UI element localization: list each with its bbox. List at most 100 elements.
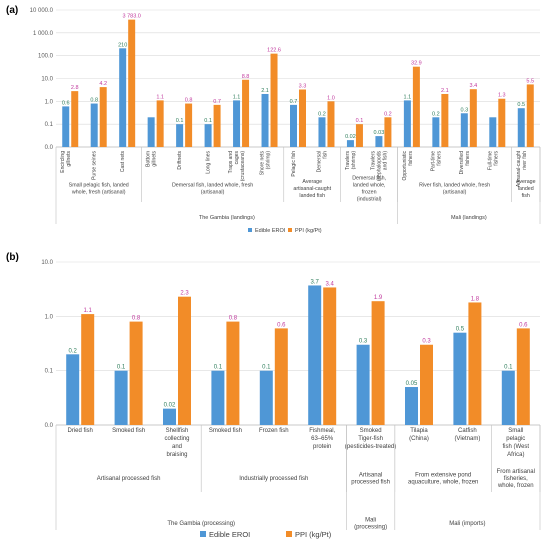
category-label: river fish [522,151,528,170]
category-label: Smoked [360,428,382,434]
edible-eroi-bar [405,387,418,425]
data-label: 1.1 [156,94,164,100]
data-label: 0.02 [345,134,356,140]
edible-eroi-bar [66,354,80,425]
ppi-bar [498,98,506,147]
category-label: Demersal [316,151,322,172]
data-label: 1.1 [84,308,93,314]
ppi-bar [178,296,191,425]
data-label: 0.1 [214,365,223,371]
ppi-bar [213,104,221,147]
category-label: Opportunistic [402,151,408,181]
ppi-bar [274,328,288,425]
ppi-bar [323,287,337,425]
edible-eroi-bar [259,370,273,425]
edible-eroi-bar [356,344,370,425]
data-label: 0.2 [69,348,78,354]
group-label: Demersal fish, landed whole, fresh [172,183,253,189]
data-label: 0.2 [432,111,440,117]
legend-swatch-ppi [288,228,292,232]
y-tick-label: 1.0 [45,314,54,320]
y-tick-label: 10 000.0 [30,8,54,14]
edible-eroi-bar [501,370,515,425]
data-label: 0.6 [277,322,286,328]
category-label: Shore nets [260,151,266,176]
data-label: 3 783.0 [122,14,140,20]
group-label: From extensive pond [415,473,471,479]
edible-eroi-bar [233,100,241,147]
data-label: 3.3 [299,83,307,89]
category-label: Fishmeal, [309,428,335,434]
category-label: (China) [409,436,429,442]
edible-eroi-bar [489,117,497,147]
ppi-bar [420,344,433,425]
panel-label: (b) [6,252,19,263]
y-tick-label: 100.0 [38,54,54,60]
group-label: processed fish [351,480,390,486]
category-label-group: Bottom gillnets [146,151,158,167]
edible-eroi-bar [119,48,127,147]
ppi-bar [226,321,240,425]
category-label-group: Demersal fish [316,151,328,173]
category-label-group: Diversified fishers [459,151,471,175]
data-label: 0.3 [460,107,468,113]
category-label: fishers [408,151,414,166]
category-label: Traps and [228,151,234,174]
legend-label: Edible EROI [209,530,250,539]
category-label: 63–65% [311,436,334,442]
edible-eroi-bar [432,117,440,147]
group-label: aquaculture, whole, frozen [408,480,478,486]
region-label: The Gambia (processing) [167,521,235,527]
legend-label: PPI (kg/Pt) [295,228,322,234]
category-label: Trawlers [345,151,351,170]
category-label: Smoked fish [209,428,242,434]
group-label: (artisanal) [443,190,467,196]
category-label-group: Pelagic fish [291,151,297,177]
data-label: 0.1 [356,118,364,124]
category-label-group: Trawlers (cephalopods and fish) [370,151,388,182]
data-label: 0.1 [504,365,513,371]
group-label: River fish, landed whole, fresh [419,183,490,189]
edible-eroi-bar [460,113,468,147]
data-label: 0.7 [213,99,221,105]
category-label: Cast nets [120,151,126,173]
group-label: Average [516,179,536,185]
category-label: Tilapia [410,428,428,434]
category-label: (Vietnam) [454,436,480,442]
category-label: (shrimp) [351,151,357,170]
edible-eroi-bar [308,285,322,425]
legend-label: PPI (kg/Pt) [295,530,332,539]
group-label: landed whole, [353,183,386,189]
group-label: Demersal fish, [352,176,386,182]
data-label: 2.1 [261,88,269,94]
data-label: 2.8 [71,85,79,91]
category-label: braising [166,452,187,458]
group-label: fisheries, [504,476,528,482]
legend-swatch-edible [248,228,252,232]
data-label: 0.5 [456,327,465,333]
category-label: Bottom [146,151,152,167]
data-label: 5.5 [526,78,534,84]
data-label: 0.03 [374,130,385,136]
category-label: (cephalopods [376,151,382,182]
ppi-bar [412,66,420,147]
ppi-bar [355,124,363,147]
edible-eroi-bar [453,332,467,425]
group-label: whole, frozen [497,483,534,489]
category-label-group: Artisanal-caught river fish [516,150,528,187]
category-label: fishers [436,151,442,166]
y-tick-label: 0.1 [45,369,54,375]
edible-eroi-bar [403,100,411,147]
category-label: fish (West [503,444,530,450]
panel-label: (a) [6,5,18,16]
edible-eroi-bar [204,124,212,147]
category-label: Africa) [507,452,524,458]
category-label-group: Driftnets [177,151,183,170]
ppi-bar [526,84,534,147]
data-label: 0.6 [62,100,70,106]
group-label: Small pelagic fish, landed [69,183,129,189]
ppi-bar [185,103,193,147]
data-label: 0.02 [164,403,176,409]
category-label-group: Shore nets (shrimp) [260,151,272,176]
